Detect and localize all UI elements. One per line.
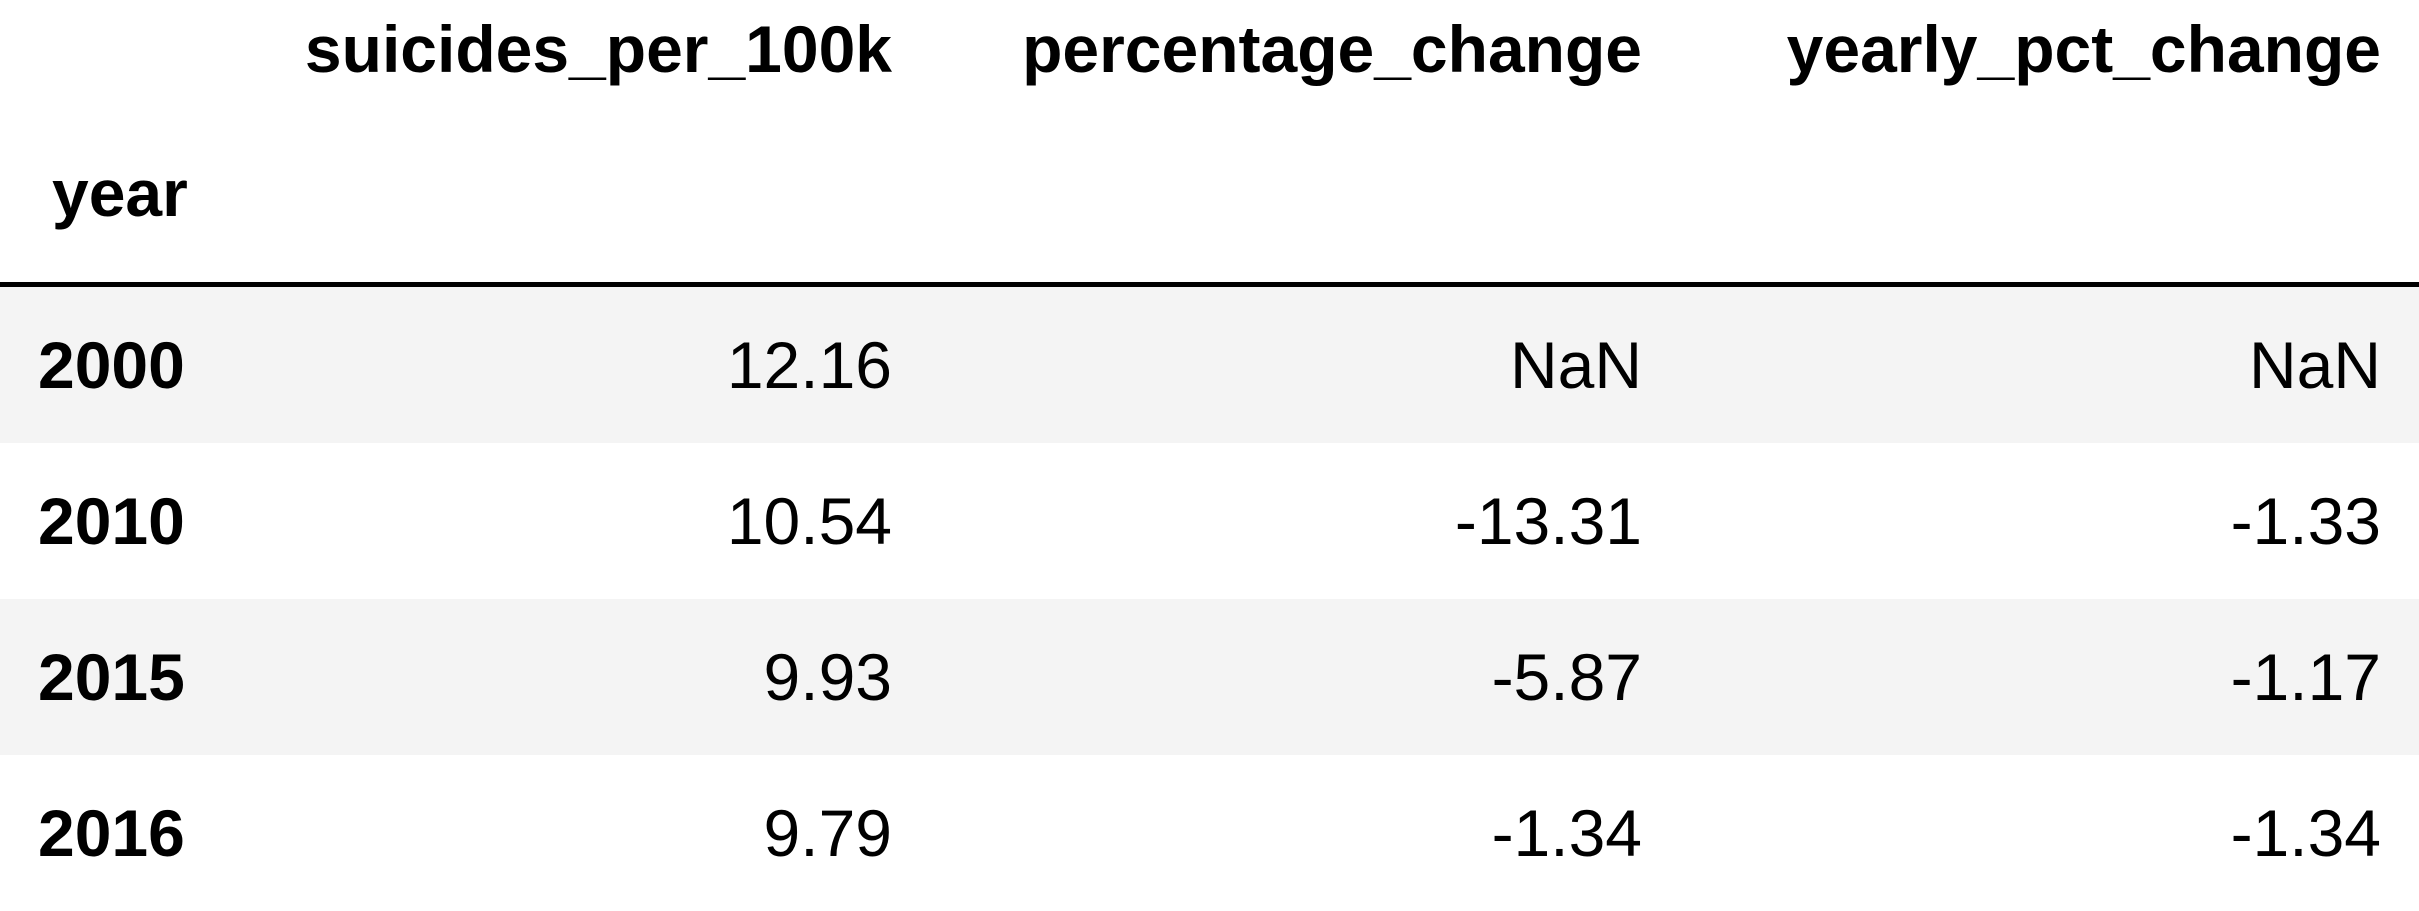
table-cell: -1.17: [1680, 599, 2419, 755]
table-cell: NaN: [1680, 285, 2419, 444]
table-cell: 10.54: [230, 443, 930, 599]
table-cell: -5.87: [930, 599, 1680, 755]
table-cell: -1.34: [1680, 755, 2419, 911]
index-name-filler: [930, 98, 1680, 285]
table-row: 2000 12.16 NaN NaN: [0, 285, 2419, 444]
table-cell: 9.79: [230, 755, 930, 911]
row-index: 2015: [0, 599, 230, 755]
index-name-row: year: [0, 98, 2419, 285]
table-cell: 12.16: [230, 285, 930, 444]
table-row: 2016 9.79 -1.34 -1.34: [0, 755, 2419, 911]
table-row: 2015 9.93 -5.87 -1.17: [0, 599, 2419, 755]
table-cell: -13.31: [930, 443, 1680, 599]
table-cell: NaN: [930, 285, 1680, 444]
table-cell: -1.33: [1680, 443, 2419, 599]
column-header: percentage_change: [930, 0, 1680, 98]
column-header: yearly_pct_change: [1680, 0, 2419, 98]
column-header: suicides_per_100k: [230, 0, 930, 98]
index-name-filler: [230, 98, 930, 285]
row-index: 2010: [0, 443, 230, 599]
table-cell: -1.34: [930, 755, 1680, 911]
table-header: suicides_per_100k percentage_change year…: [0, 0, 2419, 285]
row-index: 2016: [0, 755, 230, 911]
row-index: 2000: [0, 285, 230, 444]
table-cell: 9.93: [230, 599, 930, 755]
table-row: 2010 10.54 -13.31 -1.33: [0, 443, 2419, 599]
index-name-filler: [1680, 98, 2419, 285]
dataframe-output: suicides_per_100k percentage_change year…: [0, 0, 2419, 872]
table-body: 2000 12.16 NaN NaN 2010 10.54 -13.31 -1.…: [0, 285, 2419, 911]
index-name: year: [0, 98, 230, 285]
column-header-row: suicides_per_100k percentage_change year…: [0, 0, 2419, 98]
index-corner: [0, 0, 230, 98]
